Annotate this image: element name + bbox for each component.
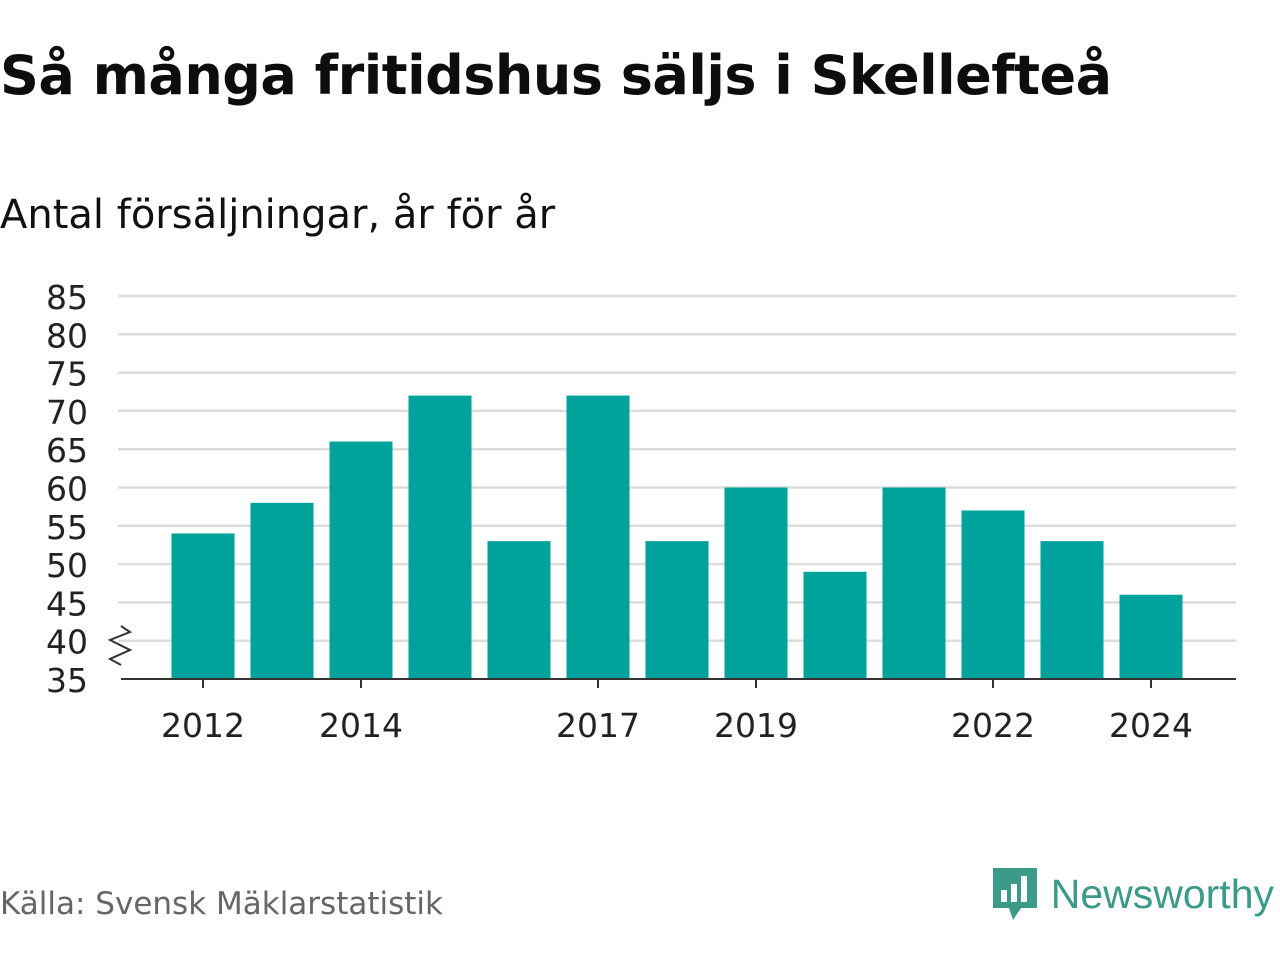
bar-2024 [1119, 594, 1183, 679]
bar-2016 [487, 541, 551, 679]
chart-subtitle: Antal försäljningar, år för år [0, 192, 556, 238]
y-tick-label: 60 [46, 470, 88, 509]
brand-logo: Newsworthy [989, 864, 1274, 924]
brand-name: Newsworthy [1050, 870, 1274, 917]
x-tick-label: 2024 [1109, 706, 1193, 745]
y-tick-label: 55 [46, 508, 88, 547]
x-tick-label: 2022 [951, 706, 1035, 745]
bar-2023 [1040, 541, 1104, 679]
bar-2020 [803, 571, 867, 679]
y-tick-label: 65 [46, 431, 88, 470]
bar-2019 [724, 487, 788, 679]
bar-2022 [961, 510, 1025, 679]
y-tick-label: 50 [46, 546, 88, 585]
x-axis-labels: 2012 2014 2017 2019 2022 2024 [161, 706, 1193, 745]
bar-2018 [645, 541, 709, 679]
y-tick-label: 40 [46, 623, 88, 662]
source-note: Källa: Svensk Mäklarstatistik [0, 886, 443, 922]
bar-2021 [882, 487, 946, 679]
x-tick-label: 2012 [161, 706, 245, 745]
y-tick-label: 70 [46, 393, 88, 432]
x-tick-label: 2019 [714, 706, 798, 745]
y-tick-label: 35 [46, 661, 88, 700]
bar-2013 [250, 502, 314, 679]
bar-2012 [171, 533, 235, 679]
x-tick-label: 2014 [319, 706, 403, 745]
y-tick-label: 75 [46, 355, 88, 394]
y-tick-label: 80 [46, 316, 88, 355]
bar-2015 [408, 395, 472, 679]
axis-break-icon [107, 625, 133, 666]
x-axis [121, 678, 1236, 688]
bar-2017 [566, 395, 630, 679]
chart-bubble-icon [992, 868, 1037, 920]
x-tick-label: 2017 [556, 706, 640, 745]
bars [171, 395, 1183, 679]
y-tick-label: 85 [46, 278, 88, 317]
bar-2014 [329, 441, 393, 679]
y-tick-label: 45 [46, 584, 88, 623]
chart-title: Så många fritidshus säljs i Skellefteå [0, 44, 1112, 107]
